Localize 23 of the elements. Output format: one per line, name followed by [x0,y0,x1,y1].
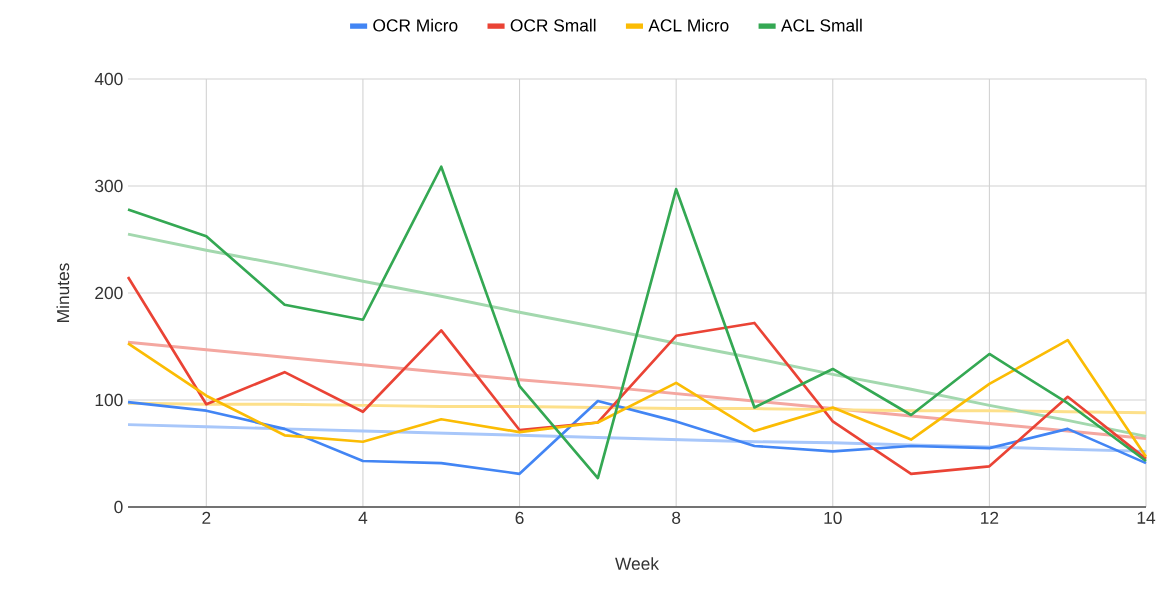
line-series [126,338,1148,459]
x-tick-label: 4 [358,511,368,524]
legend-label: OCR Small [510,18,596,32]
x-tick-label: 14 [1137,511,1156,524]
line-series [126,399,1148,476]
y-axis-title: Minutes [56,263,70,322]
line-series [126,275,1148,476]
x-tick-label: 8 [672,511,681,524]
x-tick-label: 6 [515,511,524,524]
y-tick-label: 300 [95,179,123,193]
x-tick-label: 12 [981,511,999,524]
line-series [126,165,1148,480]
y-tick-label: 0 [114,500,123,514]
y-tick-label: 400 [94,72,123,86]
legend-label: ACL Micro [648,18,729,32]
line-series [126,232,1148,438]
x-axis-title: Week [615,557,660,570]
y-tick-label: 200 [95,286,123,300]
x-tick-label: 2 [202,511,211,524]
x-tick-label: 10 [824,511,842,524]
legend-label: ACL Small [781,18,862,32]
legend-label: OCR Micro [373,18,458,32]
y-tick-label: 100 [95,393,123,407]
